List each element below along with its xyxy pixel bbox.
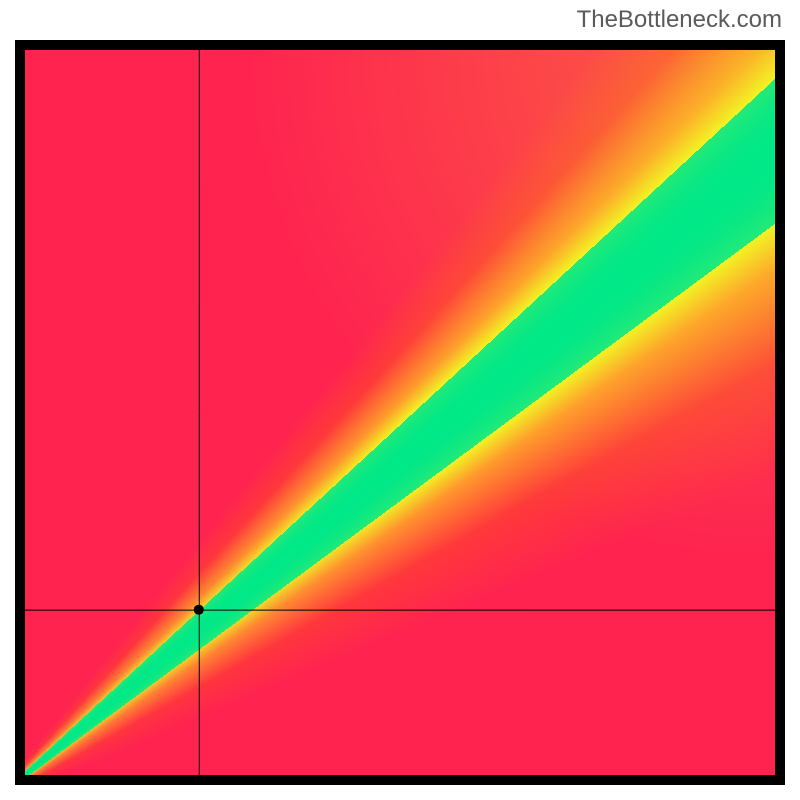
- plot-frame: [15, 40, 785, 785]
- chart-container: TheBottleneck.com: [0, 0, 800, 800]
- heatmap-canvas: [25, 50, 775, 775]
- watermark-text: TheBottleneck.com: [577, 6, 782, 34]
